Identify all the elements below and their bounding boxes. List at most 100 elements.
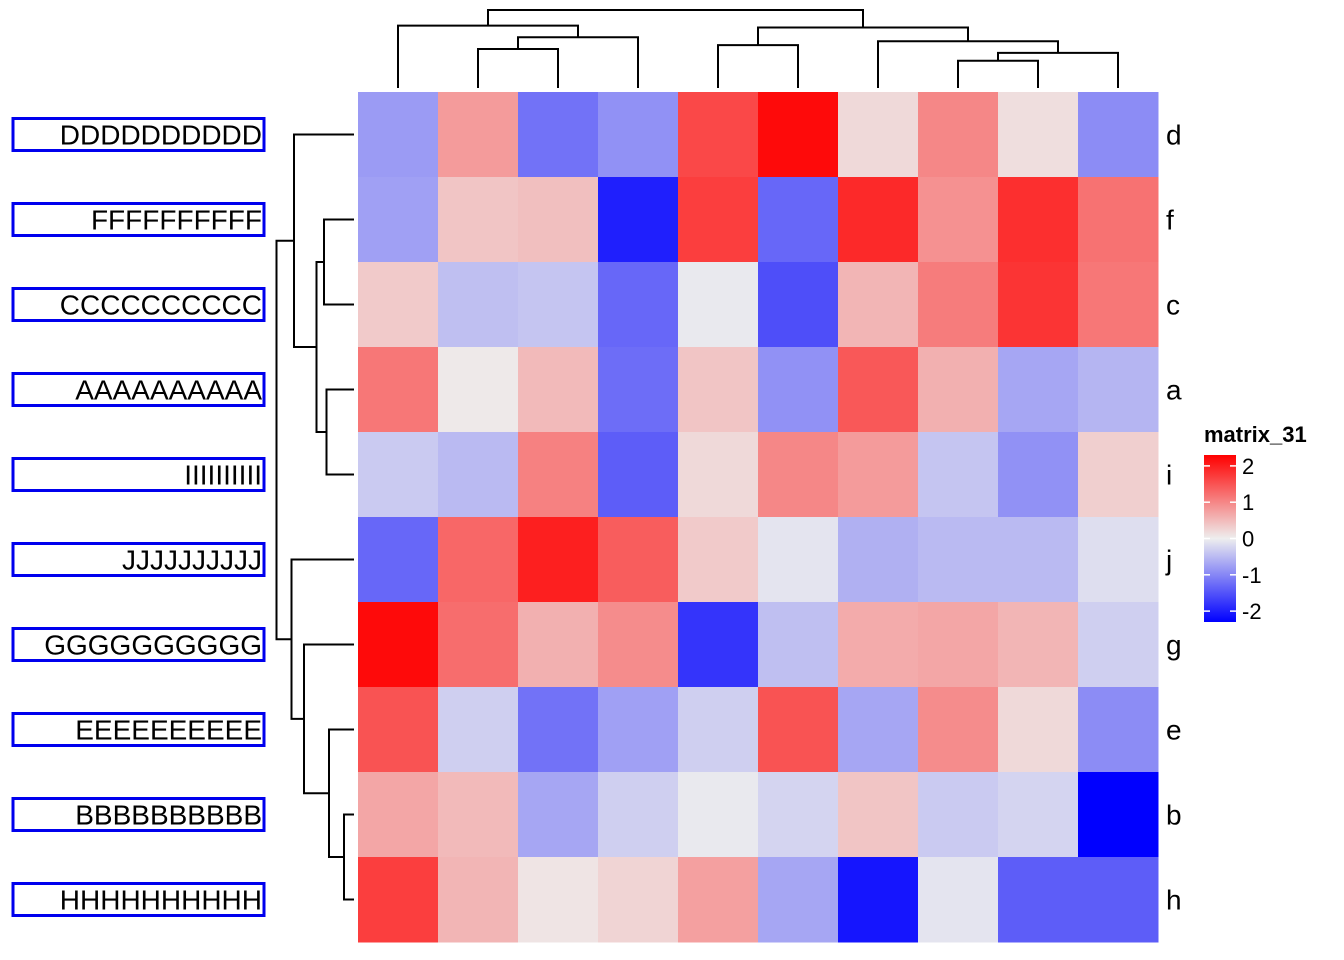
heatmap-cell-b-5 (678, 772, 759, 858)
heatmap-cell-i-5 (678, 432, 759, 518)
heatmap-cell-i-6 (758, 432, 839, 518)
dendrogram-link (997, 51, 1119, 88)
heatmap-cell-b-8 (918, 772, 999, 858)
heatmap-cell-e-5 (678, 687, 759, 773)
heatmap-cell-h-7 (838, 857, 919, 943)
heatmap-cell-j-1 (358, 517, 439, 603)
heatmap-cell-g-8 (918, 602, 999, 688)
heatmap-cell-f-10 (1078, 177, 1159, 263)
row-annotation-label: AAAAAAAAAA (75, 375, 262, 406)
row-annotation-label: FFFFFFFFFF (91, 205, 262, 236)
heatmap-cell-i-7 (838, 432, 919, 518)
heatmap-cell-j-7 (838, 517, 919, 603)
legend-tick-label: 1 (1242, 490, 1254, 515)
heatmap-cell-d-2 (438, 92, 519, 178)
heatmap-cell-a-3 (518, 347, 599, 433)
heatmap-cell-h-1 (358, 857, 439, 943)
dendrogram-link (477, 48, 559, 88)
row-label: j (1165, 545, 1172, 576)
heatmap-cell-b-10 (1078, 772, 1159, 858)
heatmap-cell-g-10 (1078, 602, 1159, 688)
heatmap-cell-j-9 (998, 517, 1079, 603)
row-annotation-box (11, 542, 266, 577)
heatmap-cell-a-6 (758, 347, 839, 433)
dendrogram-link (343, 813, 354, 901)
row-label: d (1166, 120, 1182, 151)
row-annotation-box (11, 117, 266, 152)
heatmap-cell-b-4 (598, 772, 679, 858)
heatmap-cell-f-9 (998, 177, 1079, 263)
dendrogram-link (323, 218, 354, 306)
heatmap-cell-j-8 (918, 517, 999, 603)
dendrogram-link (877, 40, 1059, 88)
heatmap-cell-a-10 (1078, 347, 1159, 433)
row-annotation-box (11, 882, 266, 917)
heatmap-cell-h-8 (918, 857, 999, 943)
heatmap-cell-a-5 (678, 347, 759, 433)
row-annotation-box (11, 202, 266, 237)
row-dendrogram (275, 133, 354, 901)
heatmap-cell-g-1 (358, 602, 439, 688)
row-label: h (1166, 885, 1182, 916)
heatmap-cell-f-3 (518, 177, 599, 263)
dendrogram-link (397, 24, 579, 88)
heatmap-cell-h-5 (678, 857, 759, 943)
dendrogram-link (275, 239, 294, 641)
dendrogram-link (717, 44, 799, 88)
row-label: f (1166, 205, 1174, 236)
heatmap-cell-d-6 (758, 92, 839, 178)
dendrogram-link (325, 388, 354, 476)
row-label: e (1166, 715, 1182, 746)
heatmap-cell-g-9 (998, 602, 1079, 688)
legend-title: matrix_31 (1204, 422, 1307, 447)
heatmap-cell-c-3 (518, 262, 599, 348)
heatmap-cell-c-9 (998, 262, 1079, 348)
heatmap-cell-h-4 (598, 857, 679, 943)
heatmap-cell-d-5 (678, 92, 759, 178)
row-annotation-box (11, 797, 266, 832)
heatmap-cell-f-8 (918, 177, 999, 263)
heatmap-cell-i-3 (518, 432, 599, 518)
heatmap-cell-d-1 (358, 92, 439, 178)
heatmap-cell-g-4 (598, 602, 679, 688)
row-label: i (1166, 460, 1172, 491)
heatmap-cell-g-6 (758, 602, 839, 688)
heatmap-cell-h-10 (1078, 857, 1159, 943)
row-annotation-label: BBBBBBBBBB (75, 800, 262, 831)
heatmap-cell-e-3 (518, 687, 599, 773)
legend-tick-label: 2 (1242, 454, 1254, 479)
dendrogram-link (957, 59, 1039, 88)
dendrogram-link (487, 9, 864, 28)
heatmap-cell-j-10 (1078, 517, 1159, 603)
row-annotation-label: EEEEEEEEEE (75, 715, 262, 746)
dendrogram-link (517, 36, 639, 88)
heatmap-cell-a-7 (838, 347, 919, 433)
color-legend: matrix_31 2 1 0 -1 -2 (1204, 422, 1307, 624)
row-annotation-label: IIIIIIIIII (184, 460, 262, 491)
column-dendrogram (397, 9, 1119, 88)
dendrogram-link (290, 558, 354, 720)
heatmap-cell-e-4 (598, 687, 679, 773)
heatmap-cell-i-10 (1078, 432, 1159, 518)
heatmap-cell-c-1 (358, 262, 439, 348)
heatmap-cell-e-9 (998, 687, 1079, 773)
heatmap-cell-a-9 (998, 347, 1079, 433)
dendrogram-link (757, 26, 969, 46)
heatmap-cell-h-2 (438, 857, 519, 943)
row-annotation-label: JJJJJJJJJJ (122, 545, 262, 576)
heatmap-cell-d-4 (598, 92, 679, 178)
row-annotation-labels: DDDDDDDDDD FFFFFFFFFF CCCCCCCCCC AAAAAAAAAA… (11, 117, 266, 917)
heatmap-cell-a-2 (438, 347, 519, 433)
heatmap-cell-e-8 (918, 687, 999, 773)
heatmap-cell-i-4 (598, 432, 679, 518)
heatmap-cell-c-5 (678, 262, 759, 348)
heatmap-cell-f-5 (678, 177, 759, 263)
heatmap-cell-c-8 (918, 262, 999, 348)
heatmap-cell-a-4 (598, 347, 679, 433)
heatmap-cell-d-10 (1078, 92, 1159, 178)
heatmap-cell-j-4 (598, 517, 679, 603)
row-label: b (1166, 800, 1182, 831)
row-annotation-box (11, 372, 266, 407)
heatmap-cell-b-7 (838, 772, 919, 858)
heatmap-cell-e-7 (838, 687, 919, 773)
